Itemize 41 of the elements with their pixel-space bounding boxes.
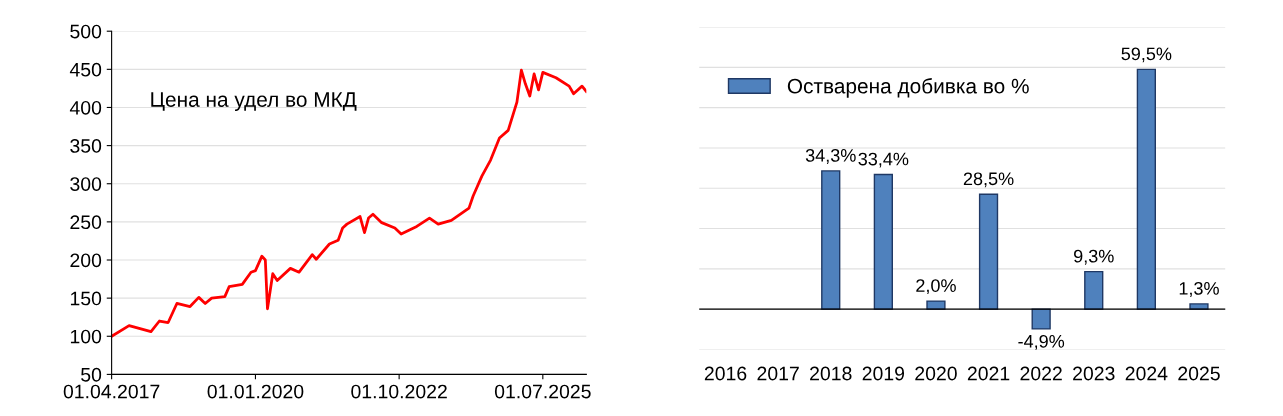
x-tick-label: 2024	[1125, 366, 1168, 381]
data-label: 9,3%	[1074, 249, 1114, 265]
data-label: 28,5%	[963, 172, 1014, 188]
y-tick-label: 150	[70, 291, 102, 306]
y-tick-label: 200	[70, 253, 102, 268]
y-tick-label: 400	[69, 100, 102, 115]
bar	[821, 170, 841, 310]
x-tick-label: 01.10.2022	[351, 384, 447, 399]
line-series	[111, 68, 587, 338]
x-tick-label: 2020	[915, 366, 957, 381]
y-tick-label: 300	[70, 177, 102, 191]
data-label: 2,0%	[916, 279, 956, 295]
y-tick-label: 450	[69, 62, 102, 77]
bar	[873, 173, 893, 310]
x-tick-label: 2025	[1178, 366, 1220, 381]
data-label: -4,9%	[1018, 334, 1065, 350]
bar	[1136, 68, 1156, 310]
x-tick-label: 2016	[704, 366, 747, 381]
x-tick-label: 2021	[967, 366, 1010, 381]
bar	[1031, 308, 1051, 330]
data-label: 34,3%	[805, 149, 856, 164]
bar	[978, 193, 999, 310]
y-tick-label: 250	[70, 215, 102, 230]
x-tick-label: 2019	[862, 366, 905, 381]
x-tick-label: 01.04.2017	[63, 384, 160, 399]
bar	[1084, 270, 1104, 310]
data-label: 33,4%	[858, 152, 909, 168]
x-tick-label: 2018	[810, 366, 852, 381]
y-tick-label: 500	[70, 24, 102, 39]
data-label: 59,5%	[1121, 47, 1172, 63]
x-tick-label: 01.01.2020	[207, 384, 304, 399]
x-tick-label: 01.07.2025	[494, 384, 591, 399]
legend-label: Остварена добивка во %	[787, 78, 1029, 98]
x-tick-label: 2022	[1020, 366, 1062, 381]
x-tick-label: 2017	[757, 366, 799, 381]
annotation: Цена на удел во МКД	[151, 92, 357, 112]
y-tick-label: 350	[70, 139, 102, 153]
x-tick-label: 2023	[1073, 366, 1115, 381]
y-tick-label: 100	[70, 329, 102, 344]
data-label: 1,3%	[1179, 281, 1219, 297]
y-tick-label: 50	[81, 367, 102, 382]
